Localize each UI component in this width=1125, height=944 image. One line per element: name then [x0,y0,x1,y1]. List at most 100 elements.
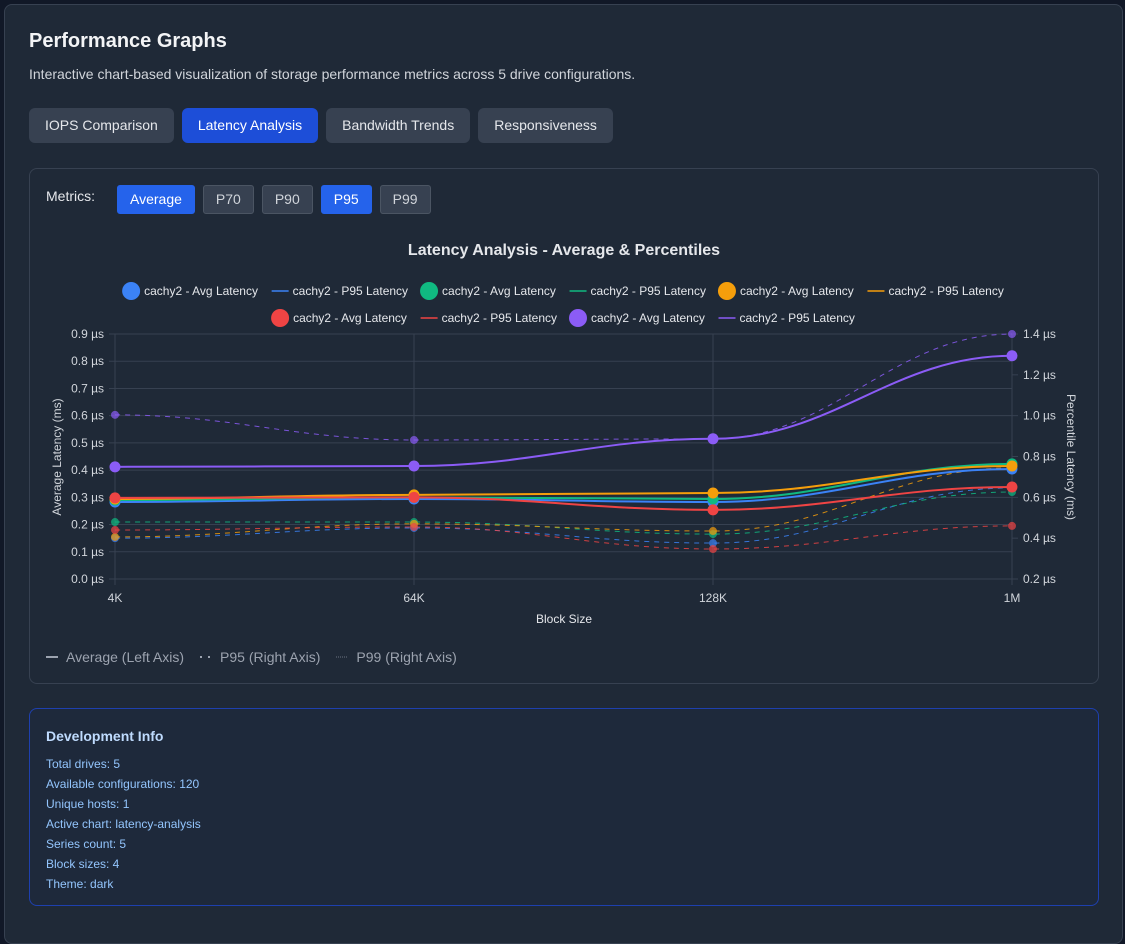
legend-label: P95 (Right Axis) [220,649,321,665]
legend-label: cachy2 - Avg Latency [144,284,258,298]
grid [109,333,1018,585]
x-tick-label: 128K [699,591,727,605]
dev-info-configurations: Available configurations: 120 [46,777,200,791]
legend-item: cachy2 - Avg Latency [420,282,556,300]
series-line-avg [114,468,1013,503]
y-tick-label: 0.3 µs [71,490,104,504]
chart-title: Latency Analysis - Average & Percentiles [408,242,720,259]
legend-label: cachy2 - Avg Latency [740,284,854,298]
data-point-p95 [709,527,717,536]
data-point-p95 [410,435,418,444]
y2-axis-label: Percentile Latency (ms) [1064,394,1078,520]
legend-p99-right-axis: P99 (Right Axis) [336,649,457,665]
series-lines [114,333,1013,550]
tab-responsiveness[interactable]: Responsiveness [478,108,613,143]
legend-average-left-axis: Average (Left Axis) [46,649,184,665]
data-point-p95 [1008,330,1016,338]
dashed-line-icon [200,656,213,658]
chart-tabs: IOPS Comparison Latency Analysis Bandwid… [29,108,613,143]
latency-chart: Latency Analysis - Average & Percentiles… [50,242,1078,626]
legend-item: cachy2 - P95 Latency [420,311,557,325]
y2-tick-label: 1.0 µs [1023,409,1056,423]
data-point-p95 [111,518,119,527]
data-point-p95 [111,526,119,534]
series-line-p95 [114,467,1013,538]
tab-latency-analysis[interactable]: Latency Analysis [181,108,319,143]
legend-label: cachy2 - Avg Latency [442,284,556,298]
legend-label: cachy2 - Avg Latency [293,311,407,325]
series-legend: cachy2 - Avg Latency cachy2 - P95 Latency… [122,282,1004,327]
series-points [109,330,1018,553]
data-point-avg [408,460,420,472]
data-point-avg [109,461,121,473]
data-point-avg [408,491,420,503]
development-info-panel: Development Info Total drives: 5 Availab… [29,708,1099,906]
dev-info-list: Total drives: 5 Available configurations… [46,754,201,894]
data-point-avg [1006,350,1018,362]
y2-tick-label: 0.8 µs [1023,450,1056,464]
metric-average-toggle[interactable]: Average [117,185,195,214]
dotted-line-icon [336,656,349,658]
y-tick-label: 0.8 µs [71,354,104,368]
data-point-avg [1006,481,1018,493]
series-line-p95 [114,333,1013,441]
page-description: Interactive chart-based visualization of… [29,66,636,82]
chart-card: Metrics: Average P70 P90 P95 P99 [29,168,1099,684]
legend-item: cachy2 - P95 Latency [867,284,1004,298]
series-line-p95 [114,525,1013,550]
x-axis-label: Block Size [536,612,592,626]
y2-tick-label: 0.2 µs [1023,572,1056,586]
metric-p90-toggle[interactable]: P90 [261,185,313,214]
y-tick-label: 0.0 µs [71,572,104,586]
series-line-p95 [114,487,1013,544]
tab-iops-comparison[interactable]: IOPS Comparison [29,108,174,143]
y-tick-label: 0.7 µs [71,381,104,395]
legend-item: cachy2 - Avg Latency [271,309,407,327]
line-style-legend: Average (Left Axis) P95 (Right Axis) P99… [46,649,457,665]
legend-label: P99 (Right Axis) [356,649,457,665]
data-point-p95 [1008,521,1016,530]
x-tick-label: 64K [403,591,424,605]
data-point-avg [707,487,719,499]
data-point-p95 [709,544,717,553]
legend-label: cachy2 - P95 Latency [888,284,1003,298]
dev-info-theme: Theme: dark [46,877,114,891]
legend-p95-right-axis: P95 (Right Axis) [200,649,320,665]
data-point-p95 [111,532,119,541]
metric-p70-toggle[interactable]: P70 [202,185,254,214]
legend-item: cachy2 - P95 Latency [569,284,706,298]
legend-item: cachy2 - P95 Latency [271,284,408,298]
legend-label: cachy2 - P95 Latency [442,311,557,325]
y2-tick-label: 0.6 µs [1023,490,1056,504]
legend-marker-circle-icon [420,282,439,300]
data-point-p95 [111,410,119,419]
legend-marker-circle-icon [717,282,736,300]
x-tick-label: 1M [1004,591,1021,605]
metric-p99-toggle[interactable]: P99 [379,185,431,214]
legend-item: cachy2 - Avg Latency [122,282,258,300]
metrics-label: Metrics: [46,188,95,204]
data-point-avg [707,433,719,445]
y-tick-label: 0.1 µs [71,545,104,559]
series-line-avg [114,462,1013,502]
y-tick-label: 0.2 µs [71,518,104,532]
metric-p95-toggle[interactable]: P95 [320,185,372,214]
legend-label: cachy2 - P95 Latency [740,311,855,325]
y2-tick-label: 0.4 µs [1023,531,1056,545]
series-line-avg [114,485,1013,511]
legend-marker-circle-icon [271,309,290,327]
y-tick-label: 0.6 µs [71,409,104,423]
tab-bandwidth-trends[interactable]: Bandwidth Trends [326,108,471,143]
y-tick-label: 0.5 µs [71,436,104,450]
data-point-avg [109,492,121,504]
dev-info-active-chart: Active chart: latency-analysis [46,817,201,831]
legend-item: cachy2 - P95 Latency [718,311,855,325]
x-tick-label: 4K [108,591,123,605]
dev-info-total-drives: Total drives: 5 [46,757,121,771]
legend-marker-circle-icon [122,282,141,300]
legend-label: Average (Left Axis) [66,649,185,665]
legend-label: cachy2 - P95 Latency [591,284,706,298]
dev-info-title: Development Info [46,728,164,744]
axes: 0.0 µs 0.1 µs 0.2 µs 0.3 µs 0.4 µs 0.5 µs 0.6 … [71,327,1056,605]
legend-item: cachy2 - Avg Latency [717,282,854,300]
